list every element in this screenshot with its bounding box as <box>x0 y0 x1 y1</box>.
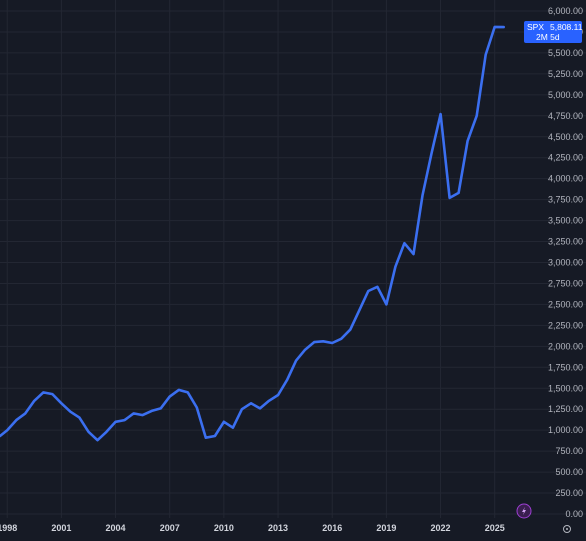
y-tick-label: 5,250.00 <box>548 69 583 79</box>
y-tick-label: 4,500.00 <box>548 132 583 142</box>
x-tick-label: 2022 <box>431 523 451 533</box>
x-tick-label: 2010 <box>214 523 234 533</box>
y-tick-label: 4,000.00 <box>548 174 583 184</box>
settings-icon[interactable] <box>563 525 571 533</box>
x-tick-label: 2004 <box>106 523 126 533</box>
y-tick-label: 1,250.00 <box>548 404 583 414</box>
y-tick-label: 2,000.00 <box>548 341 583 351</box>
y-tick-label: 500.00 <box>555 467 583 477</box>
y-tick-label: 3,000.00 <box>548 258 583 268</box>
y-tick-label: 250.00 <box>555 488 583 498</box>
y-tick-label: 2,500.00 <box>548 299 583 309</box>
line-layer <box>0 25 506 442</box>
y-tick-label: 6,000.00 <box>548 6 583 16</box>
y-tick-label: 3,250.00 <box>548 237 583 247</box>
y-tick-label: 3,750.00 <box>548 195 583 205</box>
spx-price-line[interactable] <box>0 25 506 442</box>
y-tick-label: 4,250.00 <box>548 153 583 163</box>
price-badge-box <box>524 21 582 43</box>
x-tick-label: 2013 <box>268 523 288 533</box>
last-value-label: 5,808.11 <box>550 22 583 32</box>
x-tick-label: 2016 <box>322 523 342 533</box>
lightning-icon[interactable] <box>516 503 532 519</box>
interval-label: 2M 5d <box>536 32 560 42</box>
icon-layer <box>516 503 571 533</box>
y-tick-label: 1,750.00 <box>548 362 583 372</box>
y-tick-label: 2,750.00 <box>548 278 583 288</box>
x-axis[interactable]: 1998 2001 2004 2007 2010 2013 2016 2019 2022 2025 <box>0 523 505 533</box>
x-tick-label: 2025 <box>485 523 505 533</box>
x-tick-label: 2007 <box>160 523 180 533</box>
y-tick-label: 0.00 <box>565 509 583 519</box>
x-tick-label: 2001 <box>51 523 71 533</box>
y-tick-label: 3,500.00 <box>548 216 583 226</box>
y-tick-label: 4,750.00 <box>548 111 583 121</box>
symbol-label: SPX <box>527 22 544 32</box>
y-tick-label: 750.00 <box>555 446 583 456</box>
y-tick-label: 5,000.00 <box>548 90 583 100</box>
y-tick-label: 5,500.00 <box>548 48 583 58</box>
y-axis[interactable]: 0.00 250.00 500.00 750.00 1,000.00 1,250.00 1,… <box>548 6 583 519</box>
grid-layer <box>0 0 586 518</box>
y-tick-label: 2,250.00 <box>548 320 583 330</box>
x-tick-label: 1998 <box>0 523 17 533</box>
y-tick-label: 1,500.00 <box>548 383 583 393</box>
x-tick-label: 2019 <box>376 523 396 533</box>
price-badge: SPX 5,808.11 2M 5d <box>524 21 583 43</box>
y-tick-label: 1,000.00 <box>548 425 583 435</box>
